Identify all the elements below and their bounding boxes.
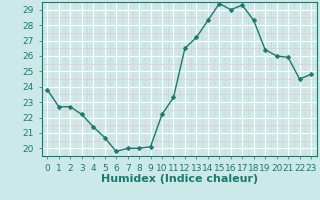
X-axis label: Humidex (Indice chaleur): Humidex (Indice chaleur) bbox=[100, 174, 258, 184]
